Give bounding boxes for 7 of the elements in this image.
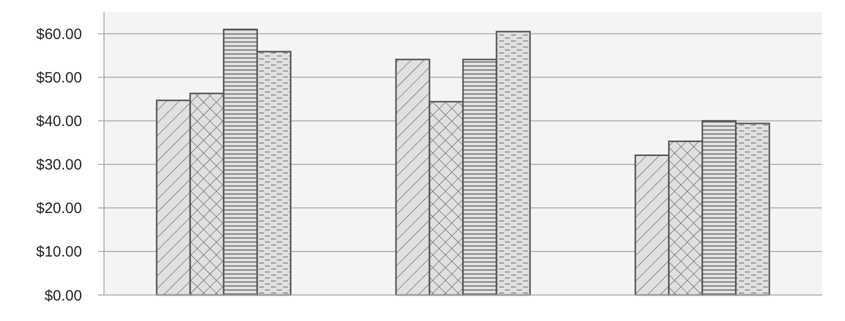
y-tick-label: $50.00 [36, 70, 82, 87]
y-tick-label: $40.00 [36, 113, 82, 130]
y-tick-label: $0.00 [44, 287, 82, 304]
y-tick-label: $60.00 [36, 26, 82, 44]
y-tick-label: $10.00 [36, 244, 82, 261]
y-tick-label: $30.00 [36, 156, 82, 174]
y-tick-label: $20.00 [36, 200, 82, 218]
